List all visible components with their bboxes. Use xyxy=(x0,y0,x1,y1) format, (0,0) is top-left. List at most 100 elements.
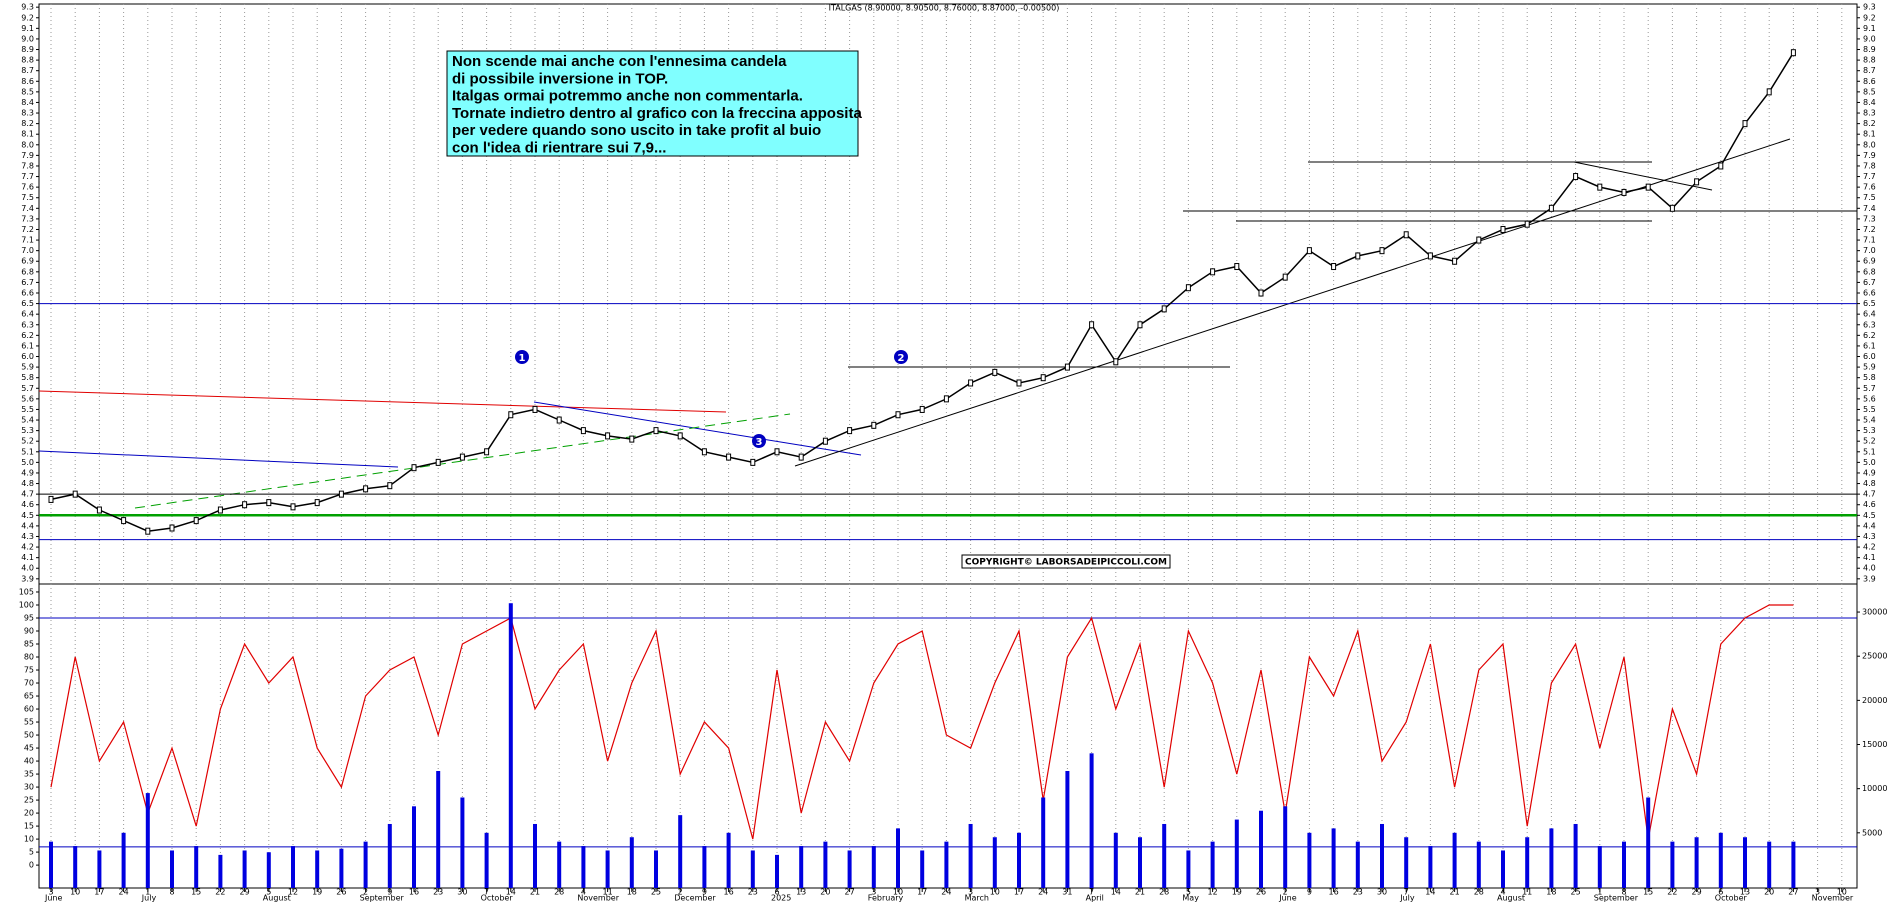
y-tick-label: 7.8 xyxy=(1863,161,1876,170)
plot-frame xyxy=(38,3,1858,889)
annotation-line: di possibile inversione in TOP. xyxy=(452,70,668,87)
y-tick-label: 65 xyxy=(24,692,34,701)
x-tick-label: 1 xyxy=(1597,888,1602,897)
price-candle xyxy=(1089,321,1095,329)
month-label: November xyxy=(577,894,619,902)
x-tick-label: 3 xyxy=(871,888,876,897)
price-candle xyxy=(1210,268,1216,276)
volume-bar xyxy=(363,841,368,888)
x-tick-label: 5 xyxy=(266,888,271,897)
x-tick-label: 7 xyxy=(1089,888,1094,897)
y-tick-label: 60 xyxy=(24,705,34,714)
y2-tick-label: 15000 xyxy=(1862,740,1887,749)
volume-bar xyxy=(97,850,102,888)
y-tick-label: 4.7 xyxy=(21,490,34,499)
annotation-line: per vedere quando sono uscito in take pr… xyxy=(452,122,821,139)
y-tick-label: 4.9 xyxy=(21,468,34,477)
trendline xyxy=(1573,161,1713,191)
x-tick-label: 7 xyxy=(1404,888,1409,897)
y-tick-label: 7.9 xyxy=(1863,151,1876,160)
price-candle xyxy=(1064,363,1070,371)
volume-bar xyxy=(581,846,586,888)
x-tick-label: 31 xyxy=(1062,888,1072,897)
price-candle xyxy=(411,464,417,472)
y-tick-label: 5.4 xyxy=(1863,416,1876,425)
price-candle xyxy=(1742,120,1748,128)
x-tick-label: 30 xyxy=(1377,888,1387,897)
price-candle xyxy=(1137,321,1143,329)
y-tick-label: 90 xyxy=(24,627,34,636)
y2-tick-label: 5000 xyxy=(1862,828,1882,837)
x-tick-label: 25 xyxy=(651,888,661,897)
price-candle xyxy=(726,453,732,461)
y-tick-label: 6.8 xyxy=(21,267,34,276)
y-tick-label: 8.4 xyxy=(1863,98,1876,107)
y-tick-label: 25 xyxy=(24,796,34,805)
y-tick-label: 7.3 xyxy=(21,214,34,223)
y-tick-label: 10 xyxy=(24,835,34,844)
x-tick-label: 10 xyxy=(70,888,80,897)
price-candle xyxy=(1355,252,1361,260)
price-candle xyxy=(363,485,369,493)
y-tick-label: 4.7 xyxy=(1863,490,1876,499)
month-label: June xyxy=(44,894,63,902)
annotation-line: Italgas ormai potremmo anche non comment… xyxy=(452,88,803,105)
y-tick-label: 6.6 xyxy=(21,289,34,298)
price-candle xyxy=(314,499,320,507)
price-candle xyxy=(1113,358,1119,366)
y-tick-label: 15 xyxy=(24,822,34,831)
y-tick-label: 6.6 xyxy=(1863,289,1876,298)
trendline xyxy=(134,413,791,509)
x-tick-label: 28 xyxy=(1159,888,1169,897)
y-tick-label: 6.9 xyxy=(1863,257,1876,266)
y-tick-label: 4.8 xyxy=(21,479,34,488)
volume-bar xyxy=(750,850,755,888)
x-tick-label: 17 xyxy=(1014,888,1024,897)
price-candle xyxy=(266,499,272,507)
volume-bar xyxy=(726,832,731,888)
month-label: July xyxy=(1399,894,1415,902)
y-tick-label: 40 xyxy=(24,757,34,766)
volume-bar xyxy=(484,832,489,888)
volume-bar xyxy=(194,846,199,888)
y-tick-label: 75 xyxy=(24,666,34,675)
x-tick-label: 23 xyxy=(748,888,758,897)
x-tick-label: 17 xyxy=(94,888,104,897)
y-tick-label: 6.1 xyxy=(21,341,34,350)
price-candle xyxy=(1476,236,1482,244)
y-tick-label: 9.1 xyxy=(21,24,34,33)
y-tick-label: 9.2 xyxy=(1863,13,1876,22)
y-tick-label: 9.3 xyxy=(21,3,34,12)
y-tick-label: 4.0 xyxy=(1863,564,1876,573)
month-label: September xyxy=(360,894,405,902)
y-tick-label: 7.7 xyxy=(1863,172,1876,181)
price-candle xyxy=(1524,220,1530,228)
volume-bar xyxy=(1380,823,1384,888)
y-tick-label: 5.7 xyxy=(21,384,34,393)
y-tick-label: 7.4 xyxy=(1863,204,1876,213)
x-tick-label: 6 xyxy=(774,888,779,897)
volume-bar xyxy=(1283,806,1288,888)
trendline xyxy=(533,401,862,456)
price-candle xyxy=(822,437,828,445)
price-candle xyxy=(1669,204,1675,212)
x-tick-label: 19 xyxy=(1232,888,1242,897)
volume-bar xyxy=(968,823,973,888)
volume-bar xyxy=(944,841,949,888)
x-tick-label: 16 xyxy=(1329,888,1339,897)
y-tick-label: 6.4 xyxy=(1863,310,1876,319)
y-tick-label: 4.2 xyxy=(1863,543,1876,552)
y-tick-label: 55 xyxy=(24,718,34,727)
price-candle xyxy=(1718,162,1724,170)
price-candle xyxy=(1573,173,1579,181)
volume-bar xyxy=(242,850,247,888)
x-tick-label: 16 xyxy=(724,888,734,897)
y-tick-label: 7.9 xyxy=(21,151,34,160)
price-candle xyxy=(1331,263,1337,271)
y-tick-label: 5.5 xyxy=(1863,405,1876,414)
x-tick-label: 22 xyxy=(1667,888,1677,897)
x-tick-label: 9 xyxy=(702,888,707,897)
y-tick-label: 4.4 xyxy=(1863,521,1876,530)
y-tick-label: 3.9 xyxy=(1863,574,1876,583)
